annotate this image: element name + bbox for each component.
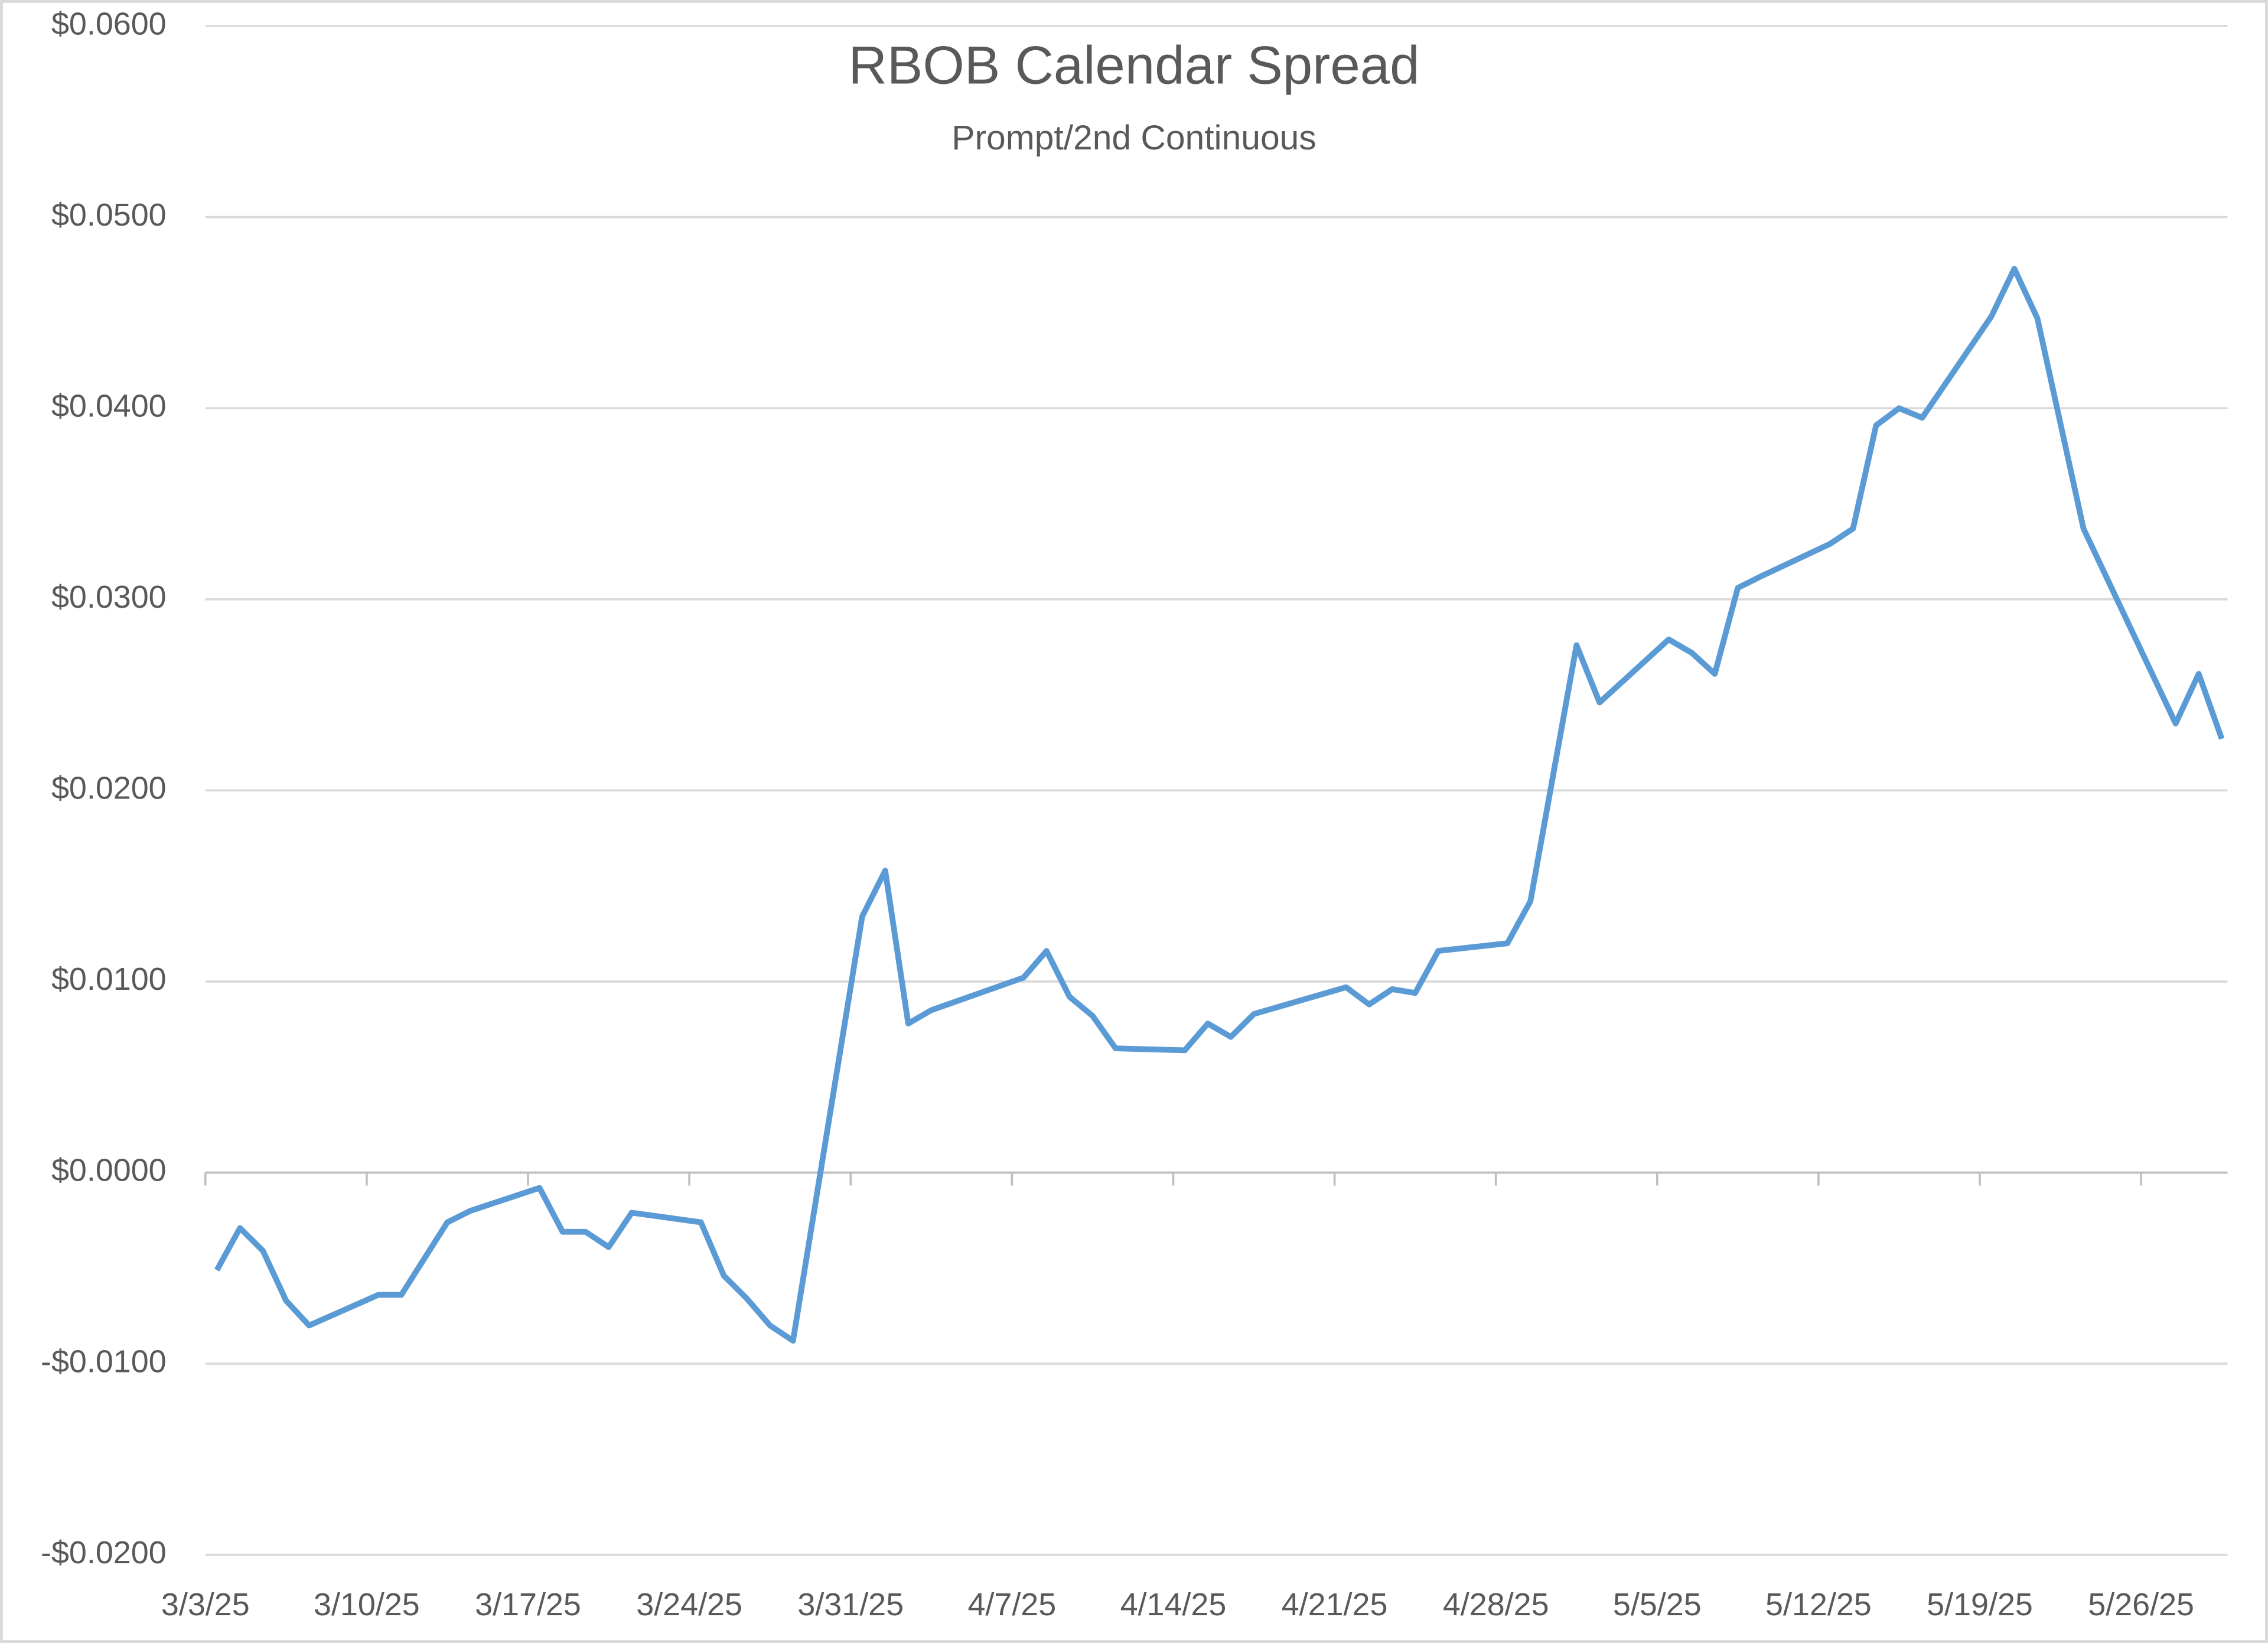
x-tick-label: 5/19/25 (1927, 1587, 2033, 1622)
chart-subtitle: Prompt/2nd Continuous (951, 119, 1316, 157)
x-tick-label: 4/28/25 (1443, 1587, 1549, 1622)
x-tick-label: 3/10/25 (314, 1587, 420, 1622)
x-tick-label: 3/17/25 (475, 1587, 581, 1622)
x-tick-label: 5/26/25 (2088, 1587, 2194, 1622)
chart-title: RBOB Calendar Spread (848, 35, 1419, 95)
x-tick-label: 3/31/25 (797, 1587, 904, 1622)
y-tick-label: $0.0200 (51, 771, 167, 806)
y-tick-label: $0.0100 (51, 961, 167, 997)
x-tick-label: 5/5/25 (1613, 1587, 1702, 1622)
y-tick-label: $0.0300 (51, 579, 167, 615)
x-tick-label: 3/24/25 (636, 1587, 742, 1622)
y-tick-label: $0.0600 (51, 6, 167, 41)
data-line (214, 266, 2225, 1344)
y-tick-label: -$0.0100 (41, 1344, 167, 1379)
x-tick-label: 5/12/25 (1765, 1587, 1872, 1622)
y-tick-label: $0.0500 (51, 197, 167, 233)
y-tick-label: $0.0000 (51, 1153, 167, 1188)
y-tick-label: $0.0400 (51, 388, 167, 423)
y-tick-label: -$0.0200 (41, 1535, 167, 1570)
x-tick-label: 3/3/25 (161, 1587, 250, 1622)
x-tick-label: 4/7/25 (967, 1587, 1056, 1622)
x-tick-label: 4/21/25 (1282, 1587, 1388, 1622)
x-tick-label: 4/14/25 (1120, 1587, 1227, 1622)
